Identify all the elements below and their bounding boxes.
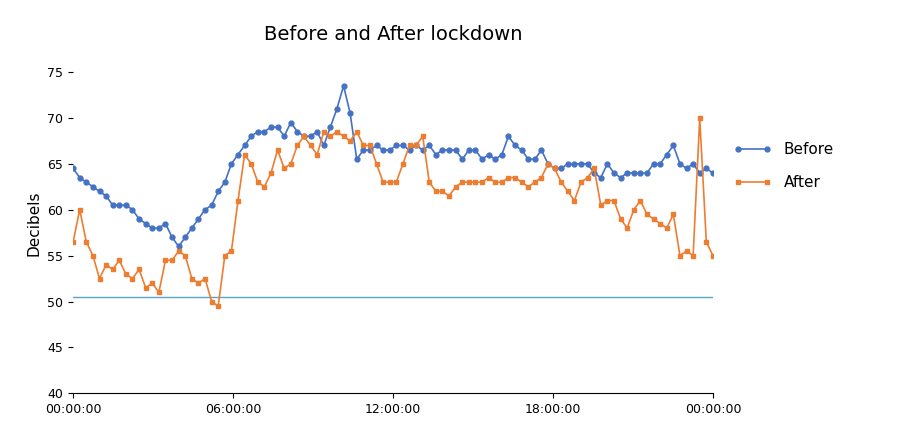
After <box>562 189 573 194</box>
Before <box>338 83 349 89</box>
After <box>430 189 441 194</box>
Y-axis label: Decibels: Decibels <box>27 191 42 256</box>
After <box>107 267 118 272</box>
Before <box>173 244 184 249</box>
Before <box>569 161 579 166</box>
After <box>476 180 487 185</box>
After <box>377 180 388 185</box>
After <box>695 115 706 121</box>
Before <box>121 202 132 208</box>
Line: Before: Before <box>70 83 716 249</box>
Line: After: After <box>70 115 716 308</box>
Before <box>484 152 494 157</box>
Before <box>707 170 718 176</box>
After <box>68 239 79 245</box>
Title: Before and After lockdown: Before and After lockdown <box>264 25 522 44</box>
Before <box>107 202 118 208</box>
Before <box>384 148 395 153</box>
Before <box>437 148 448 153</box>
Before <box>68 166 79 171</box>
Legend: Before, After: Before, After <box>727 136 840 197</box>
After <box>213 304 224 309</box>
After <box>121 271 132 277</box>
After <box>707 253 718 258</box>
